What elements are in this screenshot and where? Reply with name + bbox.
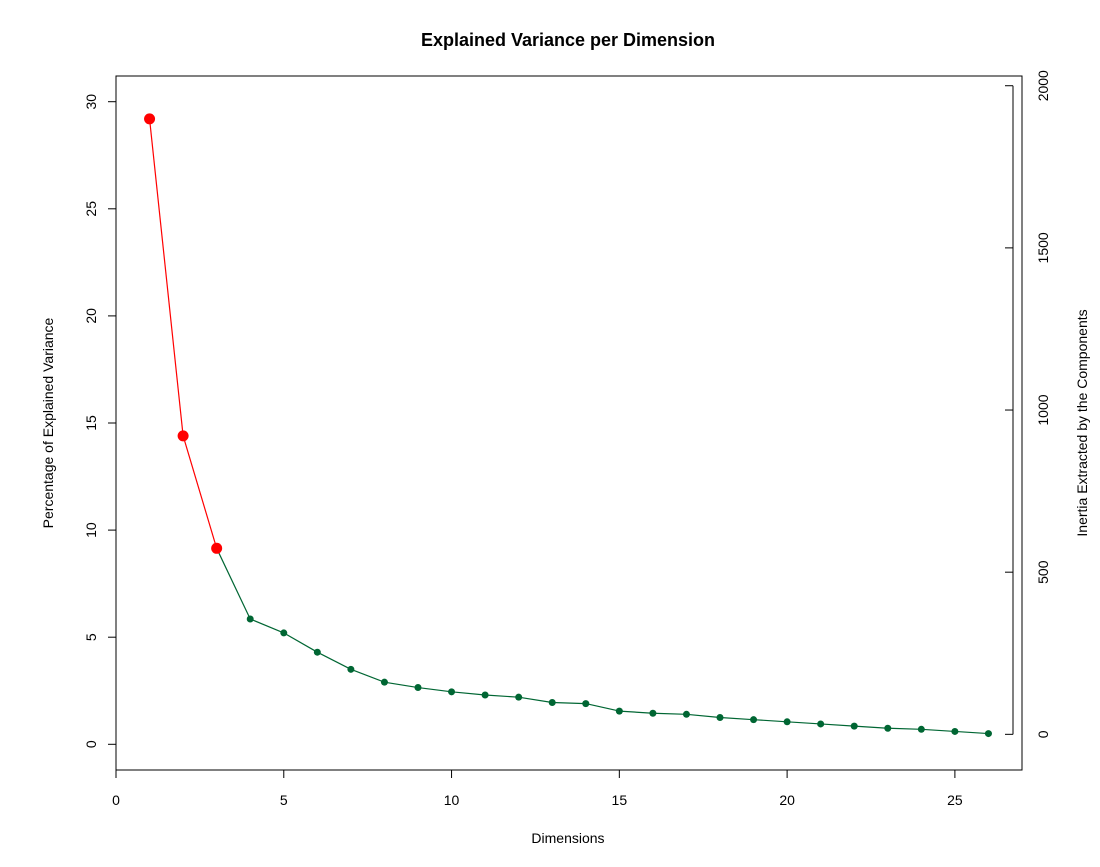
secondary-y-tick-label: 1500 (1035, 232, 1051, 263)
y-tick-label: 15 (83, 415, 99, 431)
x-tick-label: 15 (612, 792, 628, 808)
data-point (716, 714, 724, 722)
data-point (917, 725, 925, 733)
secondary-y-axis: 0 500 1000 1500 2000 (1005, 70, 1051, 738)
series-line-segment (216, 548, 251, 620)
data-point (515, 693, 523, 701)
series-line-segment (820, 723, 855, 727)
y-axis: 0 5 10 15 20 25 30 (83, 94, 117, 748)
x-tick-label: 0 (112, 792, 120, 808)
series-line-segment (350, 668, 385, 683)
series-line-segment (921, 728, 955, 733)
data-point (347, 665, 355, 673)
y-tick-label: 30 (83, 94, 99, 110)
secondary-y-tick-label: 500 (1035, 560, 1051, 584)
secondary-y-tick-label: 1000 (1035, 394, 1051, 425)
data-point (682, 710, 690, 718)
series-line-segment (182, 435, 218, 549)
data-point (380, 678, 388, 686)
data-point (884, 724, 892, 732)
y-tick-label: 10 (83, 522, 99, 538)
y-tick-label: 5 (83, 633, 99, 641)
x-tick-label: 5 (280, 792, 288, 808)
data-point (246, 615, 254, 623)
data-point (817, 720, 825, 728)
x-tick-label: 25 (947, 792, 963, 808)
x-tick-label: 10 (444, 792, 460, 808)
data-point (783, 718, 791, 726)
series-line-segment (384, 681, 419, 689)
data-point (280, 629, 288, 637)
data-point (850, 722, 858, 730)
series-line-segment (686, 713, 721, 719)
y-axis-label: Percentage of Explained Variance (40, 317, 56, 528)
series-line-segment (518, 696, 553, 704)
series-line-segment (317, 651, 352, 670)
series-line-segment (719, 716, 754, 721)
data-point (750, 716, 758, 724)
series-line-segment (585, 703, 620, 712)
series-line-segment (451, 691, 486, 696)
highlighted-data-point (211, 542, 223, 554)
data-point (984, 730, 992, 738)
secondary-y-tick-label: 0 (1035, 730, 1051, 738)
y-tick-label: 0 (83, 740, 99, 748)
data-point (615, 707, 623, 715)
chart-title: Explained Variance per Dimension (421, 30, 715, 50)
y-tick-label: 20 (83, 308, 99, 324)
highlighted-data-point (144, 113, 156, 125)
x-axis-label: Dimensions (531, 830, 604, 846)
series-line-segment (854, 725, 888, 729)
data-point (548, 699, 556, 707)
data-point (582, 700, 590, 708)
secondary-y-tick-label: 2000 (1035, 70, 1051, 101)
series-line-segment (249, 618, 285, 634)
data-point (649, 709, 657, 717)
series-line-segment (954, 730, 989, 735)
data-point (481, 691, 489, 699)
data-point (951, 727, 959, 735)
secondary-y-axis-label: Inertia Extracted by the Components (1074, 309, 1090, 536)
x-tick-label: 20 (779, 792, 795, 808)
y-tick-label: 25 (83, 201, 99, 217)
data-point (313, 648, 321, 656)
series-line-segment (887, 727, 922, 730)
highlighted-data-point (177, 430, 189, 442)
series-explained-variance (144, 113, 992, 738)
series-line-segment (485, 694, 519, 698)
series-line-segment (619, 710, 653, 714)
plot-frame (115, 75, 1023, 771)
series-line-segment (417, 686, 452, 693)
data-point (414, 684, 422, 692)
series-line-segment (652, 712, 687, 715)
x-axis: 0 5 10 15 20 25 (112, 769, 963, 808)
series-line-segment (148, 118, 184, 436)
data-point (448, 688, 456, 696)
series-line-segment (787, 721, 821, 725)
series-line-segment (753, 719, 788, 723)
series-line-segment (283, 632, 318, 653)
series-line-segment (552, 701, 586, 705)
